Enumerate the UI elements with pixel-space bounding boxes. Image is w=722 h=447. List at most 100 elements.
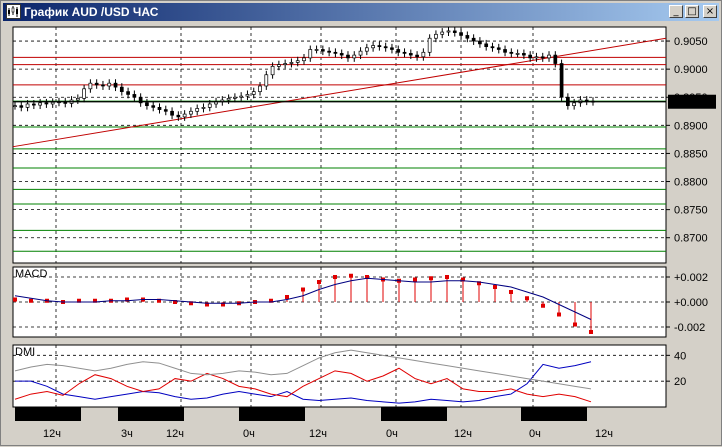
candle[interactable] [383, 46, 388, 49]
candle[interactable] [157, 107, 162, 110]
candle[interactable] [496, 47, 501, 50]
candle[interactable] [377, 45, 382, 48]
candle[interactable] [346, 54, 350, 59]
close-button[interactable]: × [703, 5, 717, 18]
candle[interactable] [101, 84, 105, 87]
candle[interactable] [452, 30, 457, 33]
candle[interactable] [434, 33, 438, 39]
candle[interactable] [19, 105, 24, 108]
minimize-icon: _ [673, 6, 679, 17]
candle[interactable] [182, 113, 187, 118]
candle[interactable] [207, 103, 212, 108]
candle[interactable] [132, 94, 137, 98]
candle[interactable] [402, 51, 407, 54]
candle[interactable] [138, 96, 143, 104]
candle[interactable] [233, 96, 237, 99]
candle[interactable] [528, 54, 533, 59]
candle[interactable] [333, 51, 338, 54]
candle[interactable] [584, 99, 589, 102]
candle[interactable] [264, 74, 269, 87]
candle[interactable] [226, 98, 231, 101]
candle[interactable] [534, 56, 539, 59]
maximize-button[interactable]: □ [685, 5, 699, 18]
close-icon: × [705, 6, 715, 17]
candle[interactable] [314, 49, 319, 51]
candle[interactable] [421, 51, 426, 58]
candle[interactable] [258, 85, 262, 92]
candle[interactable] [94, 82, 99, 86]
candle[interactable] [113, 82, 118, 88]
candle[interactable] [295, 60, 300, 63]
candle[interactable] [151, 105, 156, 108]
candle[interactable] [490, 46, 495, 49]
candle[interactable] [371, 45, 375, 49]
candle[interactable] [308, 49, 313, 59]
candle[interactable] [251, 91, 256, 95]
candle[interactable] [44, 102, 49, 105]
candle[interactable] [320, 49, 325, 52]
candle[interactable] [339, 53, 344, 56]
candle[interactable] [415, 54, 419, 58]
candle[interactable] [201, 107, 206, 109]
candle[interactable] [484, 43, 489, 48]
candle[interactable] [283, 63, 288, 65]
candle[interactable] [515, 53, 520, 55]
candle[interactable] [465, 35, 470, 39]
candle[interactable] [440, 31, 445, 35]
candle[interactable] [25, 103, 30, 108]
candle[interactable] [270, 65, 275, 76]
candle[interactable] [88, 82, 93, 90]
candle[interactable] [239, 95, 244, 98]
macd-signal-point [13, 297, 17, 302]
candle[interactable] [31, 103, 36, 106]
macd-signal-point [461, 277, 465, 282]
candle[interactable] [170, 110, 174, 116]
hour-label: 3ч [121, 428, 133, 440]
candle[interactable] [107, 82, 112, 87]
dmi-panel[interactable]: 40 20 DMI [12, 344, 686, 408]
candle[interactable] [189, 110, 193, 115]
price-panel[interactable]: 0.90500.90000.89500.89000.88500.88000.87… [12, 26, 716, 264]
candle[interactable] [119, 86, 124, 92]
candle[interactable] [553, 54, 558, 64]
candle[interactable] [245, 94, 250, 97]
trendline[interactable] [12, 37, 667, 148]
candle[interactable] [547, 54, 551, 59]
candle[interactable] [302, 57, 306, 62]
candle[interactable] [50, 101, 55, 105]
candle[interactable] [327, 50, 331, 53]
candle[interactable] [277, 64, 281, 67]
candle[interactable] [471, 37, 476, 42]
candle[interactable] [396, 49, 401, 53]
candle[interactable] [75, 98, 80, 101]
macd-panel[interactable]: +0.002 +0.000 -0.002 MACD [12, 266, 708, 338]
minimize-button[interactable]: _ [669, 5, 683, 18]
candle[interactable] [289, 62, 294, 64]
candle[interactable] [509, 51, 514, 54]
candle[interactable] [358, 50, 363, 56]
candle[interactable] [572, 102, 577, 107]
candle[interactable] [163, 109, 168, 112]
candle[interactable] [408, 53, 413, 56]
candle[interactable] [195, 108, 200, 112]
candle[interactable] [176, 114, 181, 118]
candle[interactable] [126, 91, 130, 95]
title-bar[interactable]: График AUD /USD ЧАС _ □ × [3, 3, 719, 21]
candle[interactable] [390, 47, 394, 50]
candle[interactable] [364, 47, 369, 52]
candle[interactable] [38, 102, 42, 106]
candle[interactable] [352, 54, 357, 59]
candle[interactable] [522, 53, 526, 56]
candle[interactable] [540, 56, 545, 59]
candle[interactable] [446, 30, 451, 33]
candle[interactable] [503, 49, 507, 53]
candle[interactable] [478, 40, 482, 45]
candle[interactable] [145, 102, 149, 107]
candle[interactable] [427, 37, 432, 53]
price-y-tick-label: 0.8850 [674, 148, 708, 160]
candle[interactable] [82, 88, 86, 99]
candle[interactable] [459, 32, 463, 36]
candle[interactable] [13, 105, 17, 108]
candle[interactable] [559, 63, 564, 98]
